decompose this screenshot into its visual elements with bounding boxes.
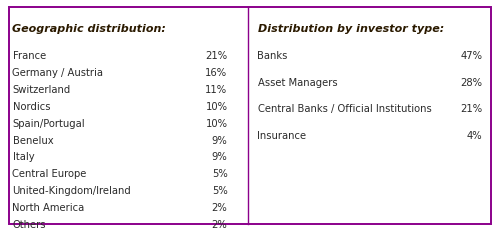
Text: Central Europe: Central Europe	[12, 169, 87, 179]
Text: Distribution by investor type:: Distribution by investor type:	[258, 24, 444, 34]
Text: 16%: 16%	[206, 68, 228, 78]
Text: Others: Others	[12, 220, 46, 230]
Text: 2%: 2%	[212, 220, 228, 230]
Text: 9%: 9%	[212, 136, 228, 146]
Text: Benelux: Benelux	[12, 136, 53, 146]
Text: North America: North America	[12, 203, 85, 213]
Text: 10%: 10%	[206, 119, 228, 129]
Text: 21%: 21%	[206, 51, 228, 61]
Text: 5%: 5%	[212, 186, 228, 196]
Text: Asset Managers: Asset Managers	[258, 78, 337, 88]
Text: 4%: 4%	[467, 131, 482, 141]
Text: 5%: 5%	[212, 169, 228, 179]
Text: Germany / Austria: Germany / Austria	[12, 68, 104, 78]
Text: 47%: 47%	[460, 51, 482, 61]
Text: Italy: Italy	[12, 152, 34, 162]
Text: Geographic distribution:: Geographic distribution:	[12, 24, 166, 34]
Text: Nordics: Nordics	[12, 102, 50, 112]
Text: 9%: 9%	[212, 152, 228, 162]
Text: 21%: 21%	[460, 104, 482, 114]
Text: 10%: 10%	[206, 102, 228, 112]
Text: 11%: 11%	[206, 85, 228, 95]
Text: France: France	[12, 51, 46, 61]
Text: Switzerland: Switzerland	[12, 85, 71, 95]
Text: Banks: Banks	[258, 51, 288, 61]
Text: 28%: 28%	[460, 78, 482, 88]
Text: Spain/Portugal: Spain/Portugal	[12, 119, 85, 129]
Text: Central Banks / Official Institutions: Central Banks / Official Institutions	[258, 104, 431, 114]
Text: United-Kingdom/Ireland: United-Kingdom/Ireland	[12, 186, 131, 196]
Text: Insurance: Insurance	[258, 131, 306, 141]
Text: 2%: 2%	[212, 203, 228, 213]
